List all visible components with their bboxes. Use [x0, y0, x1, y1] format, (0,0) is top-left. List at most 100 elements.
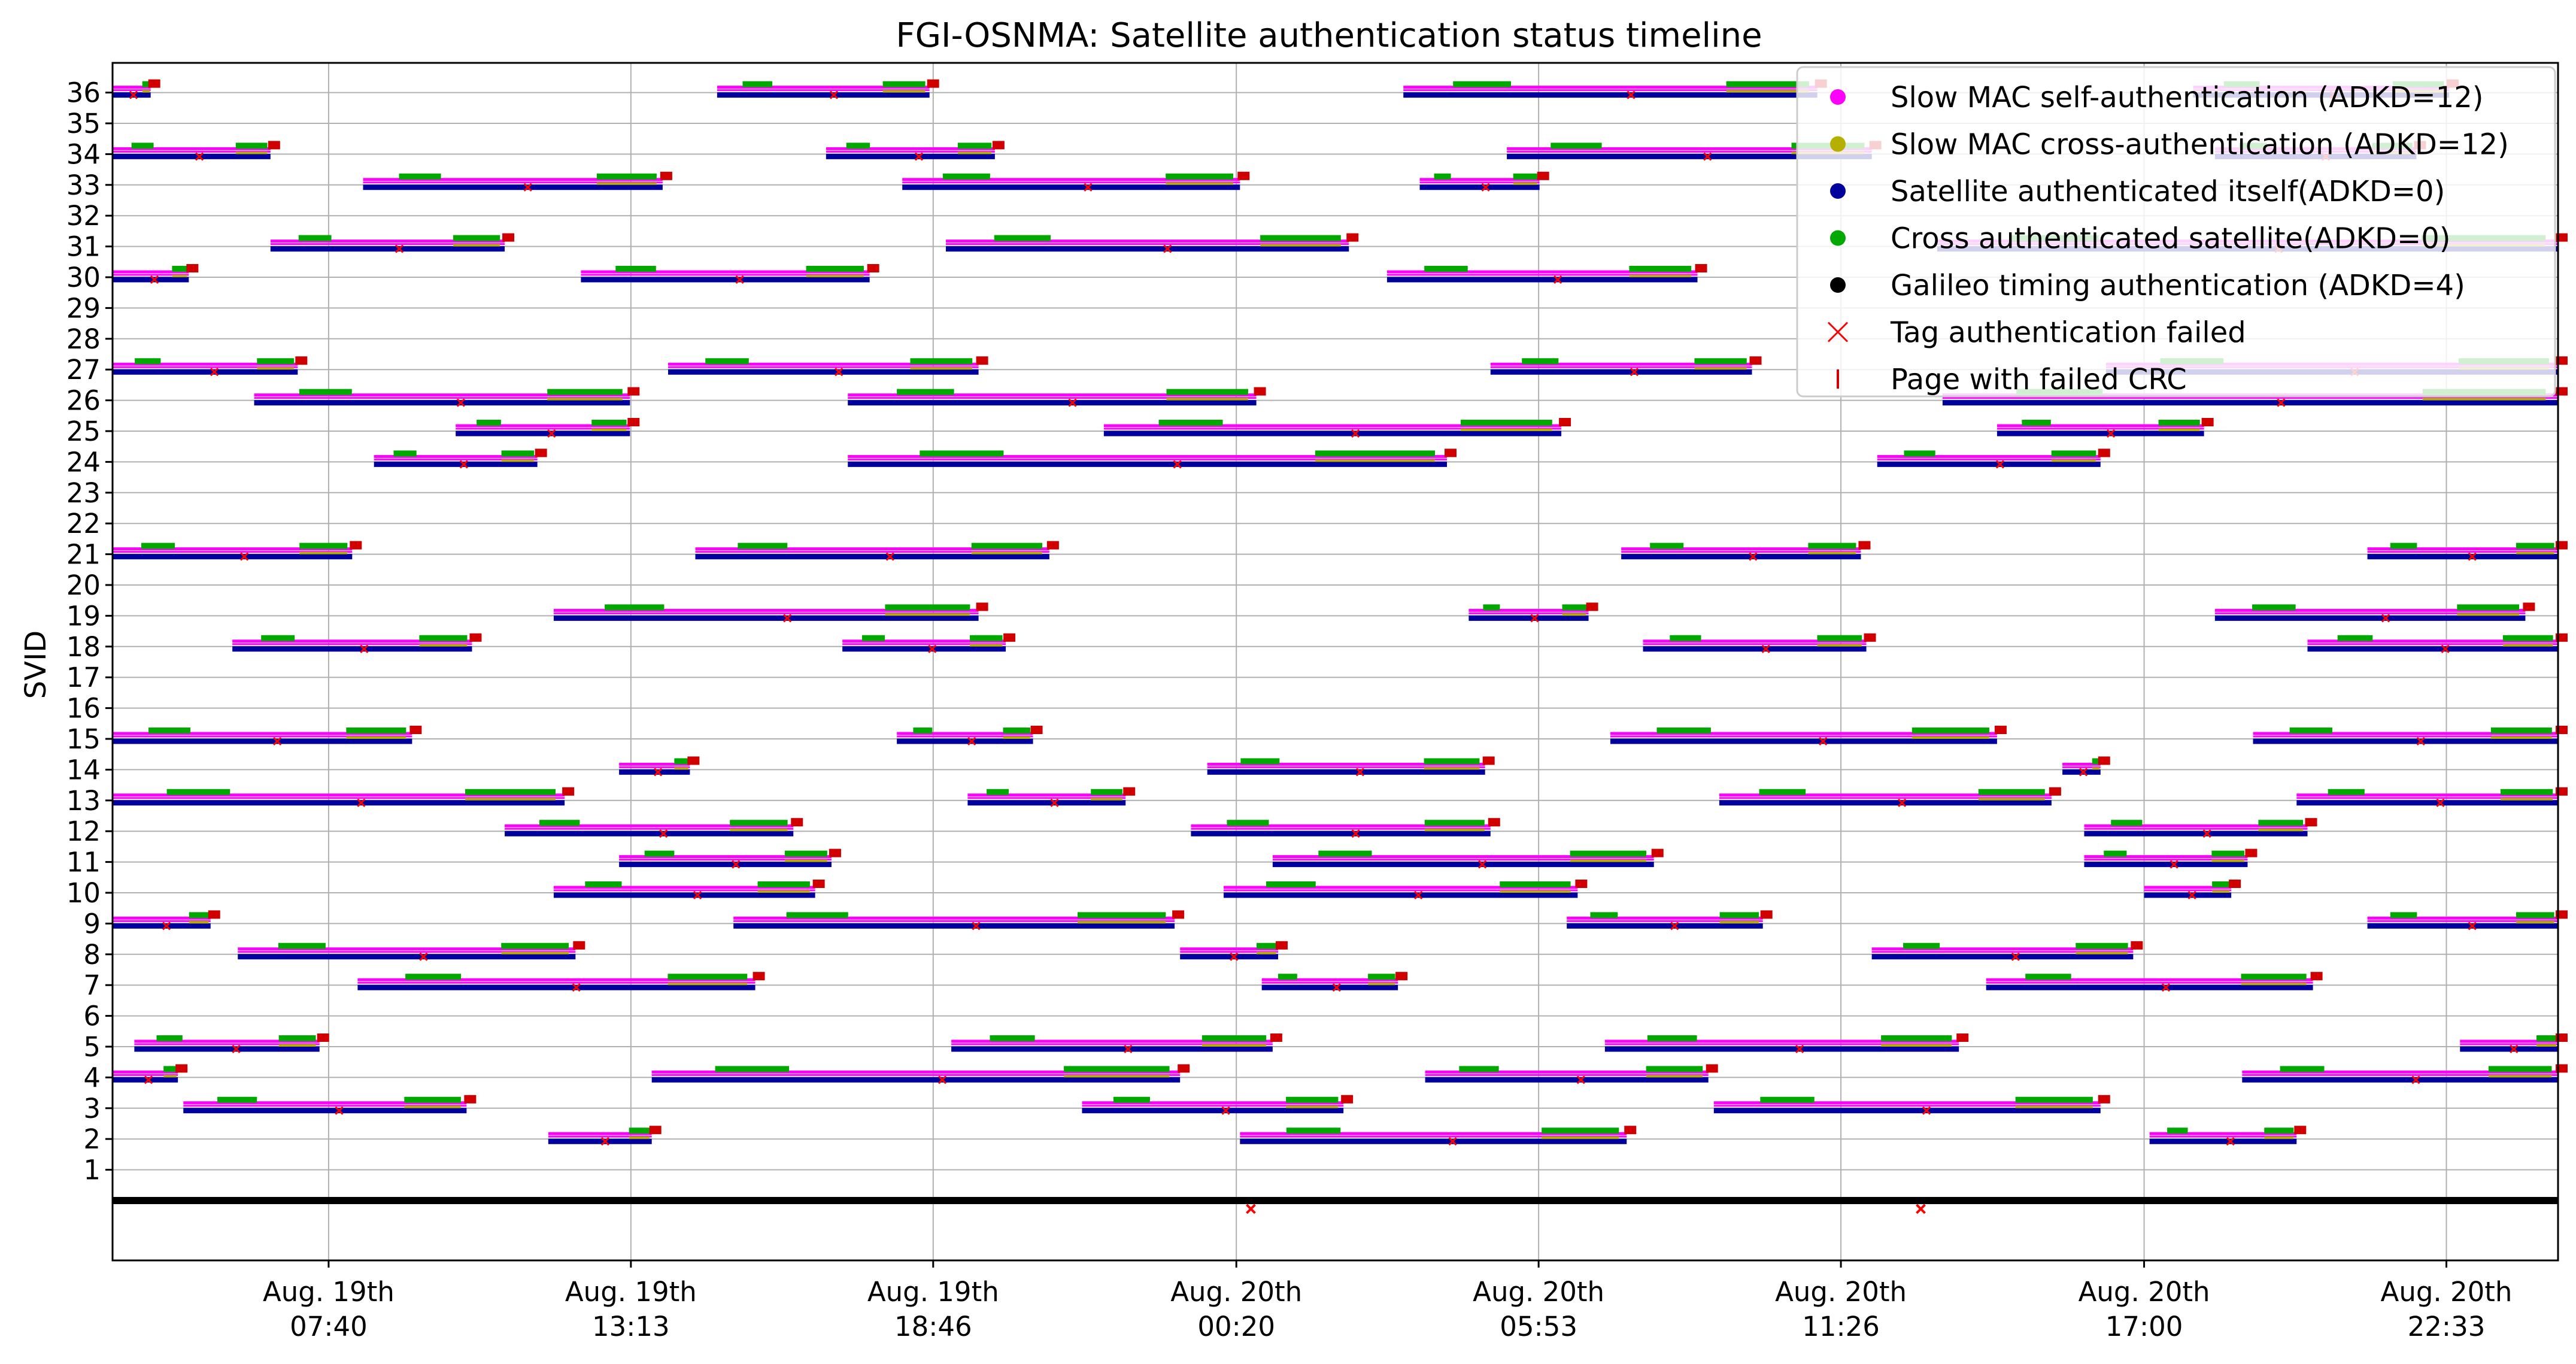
- satellite-pass: [2307, 633, 2568, 653]
- crc-failed-marker: [1956, 1033, 1969, 1042]
- crc-failed-marker: [1624, 1126, 1637, 1135]
- satellite-pass: [505, 818, 803, 838]
- satellite-pass: [2084, 818, 2317, 838]
- crc-failed-marker: [1123, 787, 1136, 796]
- legend-label: Tag authentication failed: [1890, 316, 2246, 350]
- crc-failed-marker: [2310, 972, 2323, 981]
- crc-failed-marker: [1994, 726, 2007, 734]
- tag-failed-marker: [2468, 922, 2477, 930]
- crc-failed-marker: [1586, 602, 1598, 611]
- satellite-pass: [553, 880, 825, 900]
- crc-failed-marker: [464, 1095, 477, 1104]
- x-tick-label-date: Aug. 19th: [263, 1276, 395, 1308]
- satellite-pass: [581, 264, 879, 284]
- y-tick-label: 32: [66, 200, 101, 232]
- satellite-pass: [1713, 1095, 2110, 1115]
- tag-failed-marker: [938, 1075, 947, 1084]
- crc-failed-marker: [660, 171, 672, 180]
- y-tick-label: 23: [66, 477, 101, 509]
- tag-failed-marker: [600, 1137, 609, 1146]
- chart-title: FGI-OSNMA: Satellite authentication stat…: [896, 16, 1762, 55]
- satellite-pass: [113, 910, 220, 930]
- tag-failed-marker: [1355, 768, 1364, 777]
- crc-failed-marker: [867, 264, 879, 272]
- tag-failed-marker: [2106, 429, 2116, 438]
- x-tick-label-time: 13:13: [592, 1311, 670, 1342]
- y-tick-label: 31: [66, 231, 101, 263]
- crc-failed-marker: [469, 633, 482, 642]
- tag-failed-marker: [1576, 1075, 1585, 1084]
- satellite-pass: [113, 787, 575, 807]
- tag-failed-marker: [210, 368, 219, 377]
- crc-failed-marker: [2229, 880, 2241, 888]
- x-tick-label-time: 07:40: [290, 1311, 368, 1342]
- crc-failed-marker: [1237, 171, 1250, 180]
- satellite-pass: [2242, 1064, 2568, 1084]
- satellite-pass: [1425, 1064, 1718, 1084]
- satellite-pass: [363, 171, 672, 192]
- y-tick-label: 24: [66, 446, 101, 478]
- tag-failed-marker: [732, 860, 741, 869]
- y-axis-label: SVID: [19, 631, 53, 699]
- x-tick-label-date: Aug. 20th: [2079, 1276, 2210, 1308]
- crc-failed-marker: [1172, 910, 1185, 919]
- tag-failed-marker: [523, 183, 532, 192]
- satellite-pass: [951, 1033, 1282, 1054]
- satellite-pass: [1386, 264, 1707, 284]
- x-tick-label-date: Aug. 20th: [2381, 1276, 2513, 1308]
- satellite-pass: [2367, 541, 2568, 561]
- satellite-pass: [1610, 726, 2007, 746]
- y-tick-label: 1: [83, 1154, 101, 1186]
- satellite-pass: [1621, 541, 1871, 561]
- crc-failed-marker: [268, 141, 280, 150]
- satellite-pass: [2367, 910, 2568, 930]
- satellite-pass: [651, 1064, 1190, 1084]
- tag-failed-marker: [1478, 860, 1487, 869]
- tag-failed-marker: [914, 152, 924, 161]
- crc-failed-marker: [1003, 633, 1016, 642]
- crc-failed-marker: [976, 356, 988, 365]
- crc-failed-marker: [1706, 1064, 1718, 1073]
- crc-failed-marker: [1395, 972, 1408, 981]
- crc-failed-marker: [829, 848, 841, 857]
- tag-failed-marker: [1670, 922, 1679, 930]
- crc-failed-marker: [1858, 541, 1871, 550]
- tag-failed-marker: [419, 952, 428, 961]
- tag-failed-marker: [572, 983, 581, 992]
- satellite-pass: [232, 633, 482, 653]
- tag-failed-marker: [972, 922, 981, 930]
- crc-failed-marker: [1270, 1033, 1282, 1042]
- tag-failed-marker: [1554, 275, 1562, 284]
- crc-failed-marker: [687, 756, 700, 765]
- y-tick-label: 29: [66, 292, 101, 324]
- satellite-pass: [374, 448, 547, 469]
- y-tick-label: 8: [83, 939, 101, 971]
- crc-failed-marker: [1695, 264, 1707, 272]
- satellite-pass: [113, 79, 160, 99]
- legend-label: Galileo timing authentication (ADKD=4): [1891, 269, 2465, 302]
- x-tick-label-time: 18:46: [894, 1311, 972, 1342]
- satellite-pass: [1240, 1126, 1637, 1146]
- y-tick-label: 34: [66, 138, 101, 170]
- y-tick-label: 10: [66, 877, 101, 909]
- satellite-pass: [897, 726, 1043, 746]
- legend-marker: [1830, 230, 1846, 246]
- tag-failed-marker: [2436, 798, 2445, 807]
- y-tick-label: 4: [83, 1062, 101, 1093]
- satellite-pass: [357, 972, 765, 992]
- crc-failed-marker: [502, 233, 515, 242]
- y-tick-label: 17: [66, 662, 101, 693]
- tag-failed-marker: [1068, 398, 1077, 407]
- satellite-pass: [1490, 356, 1762, 377]
- tag-failed-marker: [2468, 552, 2477, 561]
- satellite-pass: [1419, 171, 1549, 192]
- y-tick-label: 22: [66, 508, 101, 539]
- satellite-pass: [1191, 818, 1500, 838]
- tag-failed-marker: [735, 275, 744, 284]
- crc-failed-marker: [2294, 1126, 2307, 1135]
- tag-failed-marker: [240, 552, 249, 561]
- tag-failed-marker: [1173, 460, 1182, 469]
- satellite-pass: [1180, 941, 1288, 961]
- legend-marker: [1827, 322, 1849, 342]
